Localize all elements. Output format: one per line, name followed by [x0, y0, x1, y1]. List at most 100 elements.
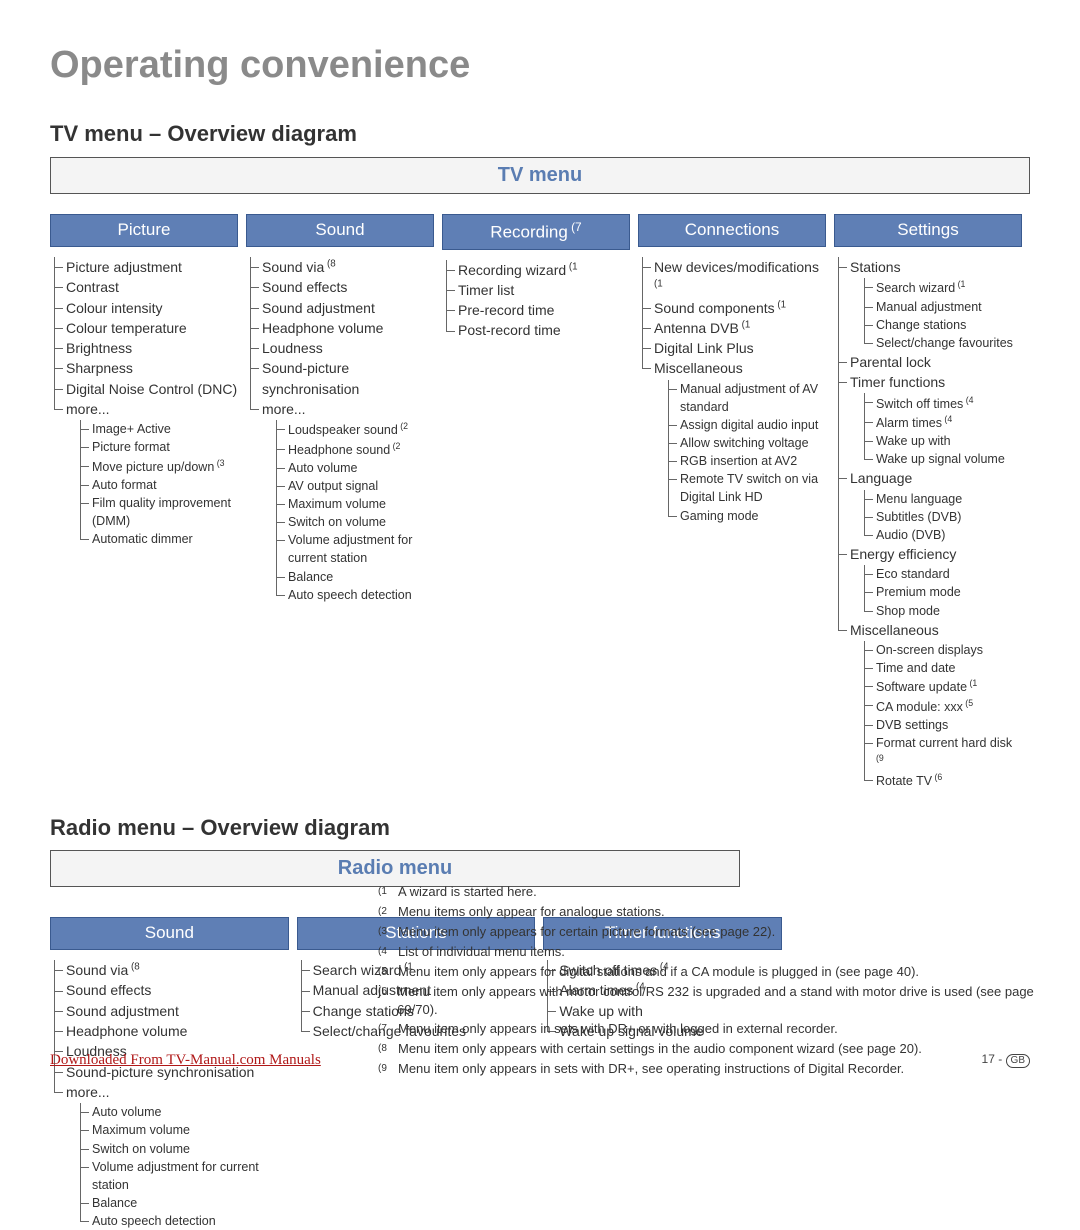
- tree-item: Headphone volume: [246, 318, 434, 338]
- tree-item: Sound effects: [50, 980, 289, 1000]
- tree-item: Sound adjustment: [246, 298, 434, 318]
- tree-item: Premium mode: [860, 583, 1022, 601]
- tree-item: Colour temperature: [50, 318, 238, 338]
- tree-item: MiscellaneousOn-screen displaysTime and …: [834, 620, 1022, 791]
- tree-item: Post-record time: [442, 320, 630, 340]
- tree-item: Auto format: [76, 476, 238, 494]
- tree-item: Menu language: [860, 490, 1022, 508]
- tree-item: Assign digital audio input: [664, 416, 826, 434]
- tree-item: Eco standard: [860, 565, 1022, 583]
- tree-item: CA module: xxx (5: [860, 696, 1022, 715]
- tree-item: Remote TV switch on via Digital Link HD: [664, 470, 826, 506]
- tree-item: Switch on volume: [76, 1140, 289, 1158]
- tree-item: Allow switching voltage: [664, 434, 826, 452]
- tree-item: Format current hard disk (9: [860, 734, 1022, 771]
- tree-item: Sound effects: [246, 277, 434, 297]
- tree-item: StationsSearch wizard (1Manual adjustmen…: [834, 257, 1022, 352]
- tree-item: Antenna DVB (1: [638, 318, 826, 338]
- tree-item: LanguageMenu languageSubtitles (DVB)Audi…: [834, 468, 1022, 544]
- tree-item: Loudspeaker sound (2: [272, 420, 434, 439]
- page-number: 17 - GB: [982, 1051, 1030, 1068]
- tree-item: Pre-record time: [442, 300, 630, 320]
- tree-item: Switch on volume: [272, 513, 434, 531]
- tree-item: Picture adjustment: [50, 257, 238, 277]
- tree-item: Auto volume: [272, 459, 434, 477]
- tree-item: Timer functionsSwitch off times (4Alarm …: [834, 372, 1022, 468]
- tree-item: RGB insertion at AV2: [664, 452, 826, 470]
- tree-item: Timer list: [442, 280, 630, 300]
- footnote: (1A wizard is started here.: [378, 883, 1038, 901]
- tree-item: Balance: [76, 1194, 289, 1212]
- tree-item: more...Loudspeaker sound (2Headphone sou…: [246, 399, 434, 604]
- tree-item: Maximum volume: [76, 1121, 289, 1139]
- tree-item: Gaming mode: [664, 507, 826, 525]
- tree-item: Software update (1: [860, 677, 1022, 696]
- tree-item: Sound adjustment: [50, 1001, 289, 1021]
- tree-item: Switch off times (4: [860, 393, 1022, 412]
- tree-item: Contrast: [50, 277, 238, 297]
- tree-item: Rotate TV (6: [860, 771, 1022, 790]
- tv-section-title: TV menu – Overview diagram: [50, 119, 1030, 149]
- tree-item: Headphone volume: [50, 1021, 289, 1041]
- tree-item: Digital Noise Control (DNC): [50, 379, 238, 399]
- radio-section-title: Radio menu – Overview diagram: [50, 813, 790, 843]
- tree-item: Colour intensity: [50, 298, 238, 318]
- tree-item: Recording wizard (1: [442, 260, 630, 280]
- tree-item: Audio (DVB): [860, 526, 1022, 544]
- tree-item: more...Image+ ActivePicture formatMove p…: [50, 399, 238, 548]
- tree-item: Volume adjustment for current station: [272, 531, 434, 567]
- tree-item: Select/change favourites: [860, 334, 1022, 352]
- tree-item: Auto volume: [76, 1103, 289, 1121]
- tree-item: On-screen displays: [860, 641, 1022, 659]
- footnotes: (1A wizard is started here. (2Menu items …: [378, 883, 1038, 1080]
- tree-item: Manual adjustment: [860, 298, 1022, 316]
- tree-item: Subtitles (DVB): [860, 508, 1022, 526]
- tree-item: Sharpness: [50, 358, 238, 378]
- footnote: (6Menu item only appears with motor cont…: [378, 983, 1038, 1018]
- category-header: Recording (7: [442, 214, 630, 250]
- tree-item: AV output signal: [272, 477, 434, 495]
- tree-item: Headphone sound (2: [272, 440, 434, 459]
- tree-item: Automatic dimmer: [76, 530, 238, 548]
- footnote: (2Menu items only appear for analogue st…: [378, 903, 1038, 921]
- tree-item: Picture format: [76, 438, 238, 456]
- category-header: Connections: [638, 214, 826, 247]
- tree-item: more...Auto volumeMaximum volumeSwitch o…: [50, 1082, 289, 1230]
- tree-item: Alarm times (4: [860, 413, 1022, 432]
- download-link[interactable]: Downloaded From TV-Manual.com Manuals: [50, 1050, 321, 1070]
- tree-item: Balance: [272, 568, 434, 586]
- category-header: Sound: [246, 214, 434, 247]
- tree-item: Move picture up/down (3: [76, 457, 238, 476]
- tree-item: Sound-picture synchronisation: [246, 358, 434, 399]
- radio-root-banner: Radio menu: [50, 850, 740, 887]
- tree-item: Parental lock: [834, 352, 1022, 372]
- tree-item: Wake up signal volume: [860, 450, 1022, 468]
- tree-item: Loudness: [246, 338, 434, 358]
- tree-item: MiscellaneousManual adjustment of AV sta…: [638, 358, 826, 524]
- tree-item: Manual adjustment of AV standard: [664, 380, 826, 416]
- tree-item: Volume adjustment for current station: [76, 1158, 289, 1194]
- tree-item: Shop mode: [860, 602, 1022, 620]
- footnote: (9Menu item only appears in sets with DR…: [378, 1060, 1038, 1078]
- page-title: Operating convenience: [50, 40, 1030, 91]
- tree-item: Time and date: [860, 659, 1022, 677]
- tree-item: Digital Link Plus: [638, 338, 826, 358]
- tree-item: Brightness: [50, 338, 238, 358]
- tree-item: New devices/modifications (1: [638, 257, 826, 298]
- tv-root-banner: TV menu: [50, 157, 1030, 194]
- tree-item: Film quality improvement (DMM): [76, 494, 238, 530]
- category-header: Sound: [50, 917, 289, 950]
- tree-item: Auto speech detection: [76, 1212, 289, 1230]
- tree-item: Maximum volume: [272, 495, 434, 513]
- tree-item: Energy efficiencyEco standardPremium mod…: [834, 544, 1022, 620]
- tree-item: Change stations: [860, 316, 1022, 334]
- tree-item: DVB settings: [860, 716, 1022, 734]
- tree-item: Image+ Active: [76, 420, 238, 438]
- category-header: Picture: [50, 214, 238, 247]
- footnote: (4List of individual menu items.: [378, 943, 1038, 961]
- tree-item: Wake up with: [860, 432, 1022, 450]
- tree-item: Sound components (1: [638, 298, 826, 318]
- footnote: (8Menu item only appears with certain se…: [378, 1040, 1038, 1058]
- footnote: (7Menu item only appears in sets with DR…: [378, 1020, 1038, 1038]
- footnote: (5Menu item only appears for digital sta…: [378, 963, 1038, 981]
